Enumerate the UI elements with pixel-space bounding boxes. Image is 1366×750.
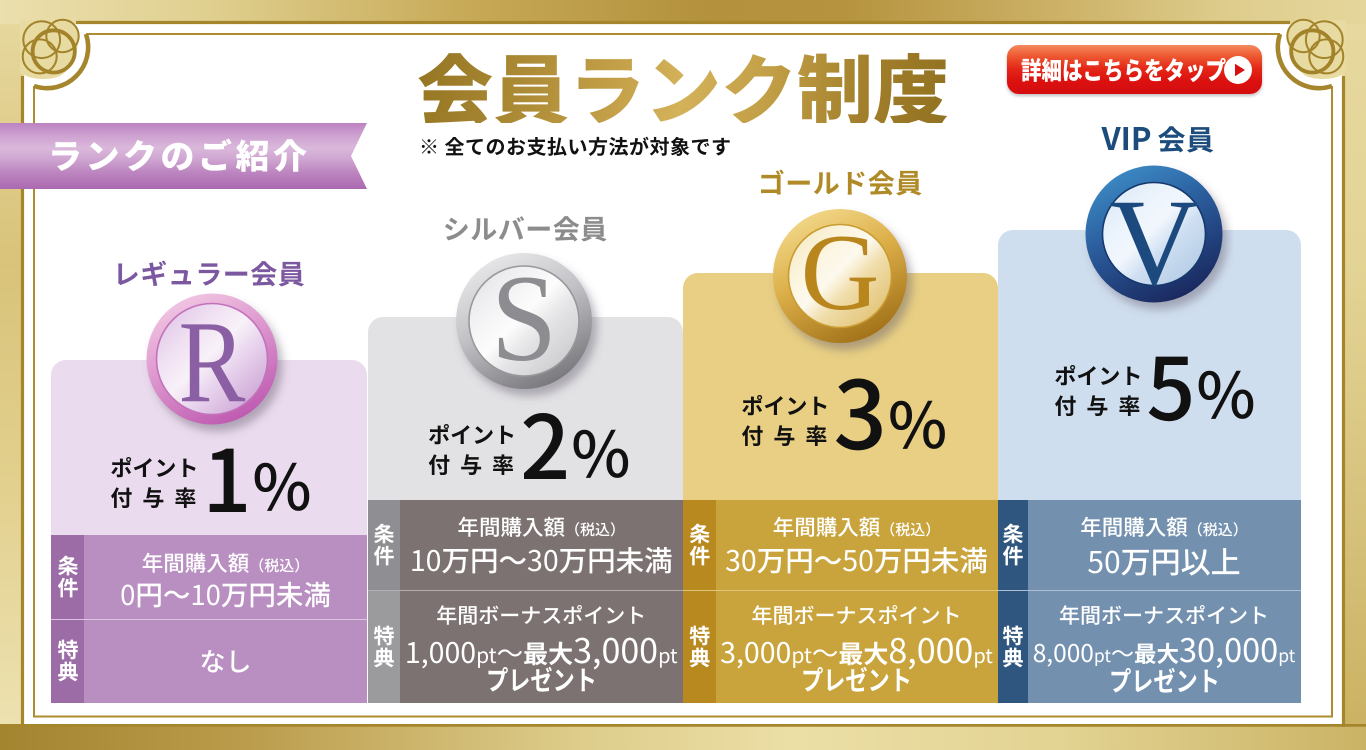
svg-text:G: G — [801, 212, 880, 333]
svg-text:R: R — [179, 296, 246, 427]
svg-text:V: V — [1109, 174, 1199, 311]
svg-text:S: S — [491, 250, 557, 387]
